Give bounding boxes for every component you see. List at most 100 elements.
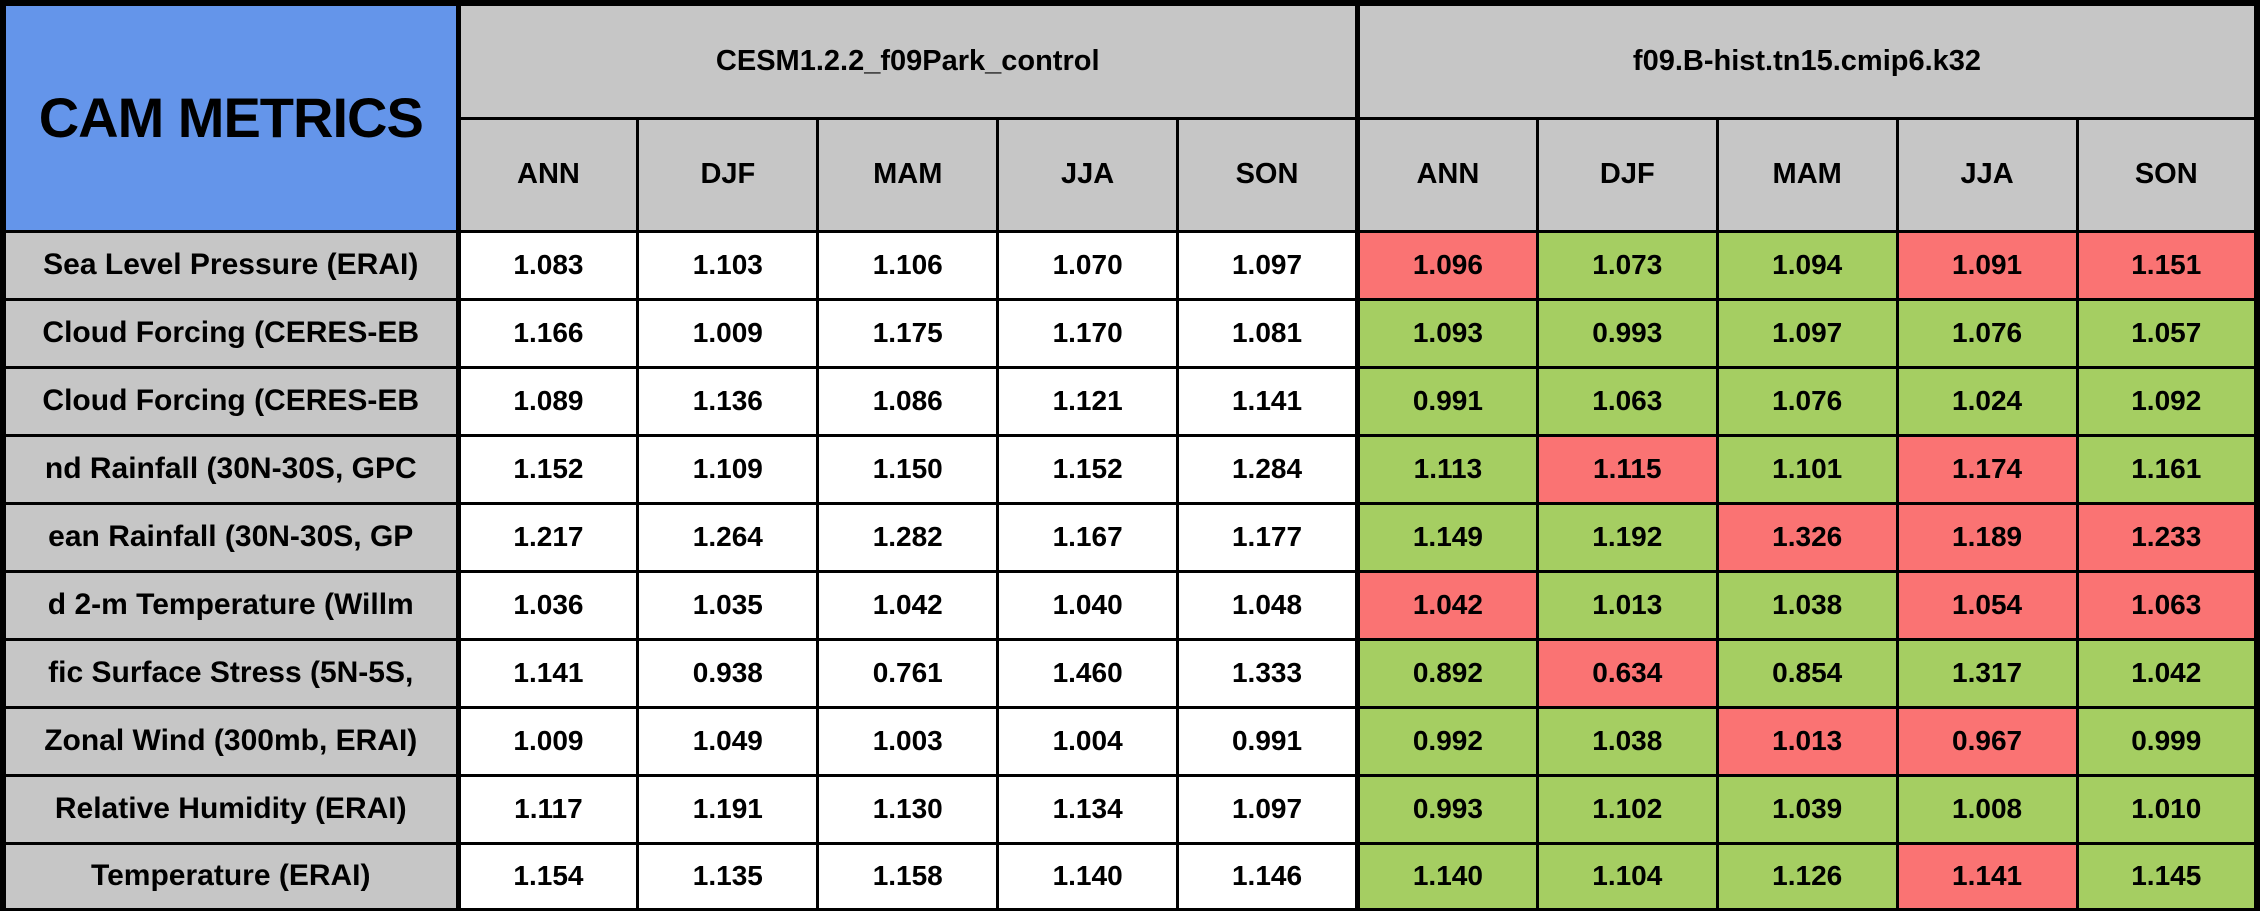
season-header-group2-ann: ANN xyxy=(1354,116,1539,233)
experiment-value-cell: 1.192 xyxy=(1535,501,1719,573)
control-value-cell: 1.154 xyxy=(456,841,640,911)
season-header-group2-mam: MAM xyxy=(1715,116,1899,233)
experiment-value-cell: 0.999 xyxy=(2075,705,2259,777)
table-row: Temperature (ERAI) 1.154 1.135 1.158 1.140 1.… xyxy=(1,841,2259,911)
experiment-value-cell: 1.038 xyxy=(1535,705,1719,777)
experiment-value-cell: 1.151 xyxy=(2075,229,2259,301)
experiment-value-cell: 1.024 xyxy=(1895,365,2079,437)
season-header-group1-mam: MAM xyxy=(816,116,1000,233)
experiment-value-cell: 1.140 xyxy=(1354,841,1539,911)
control-value-cell: 1.141 xyxy=(456,637,640,709)
control-value-cell: 1.035 xyxy=(636,569,820,641)
control-value-cell: 1.136 xyxy=(636,365,820,437)
experiment-value-cell: 1.317 xyxy=(1895,637,2079,709)
experiment-value-cell: 0.991 xyxy=(1354,365,1539,437)
control-value-cell: 1.460 xyxy=(996,637,1180,709)
experiment-value-cell: 0.993 xyxy=(1535,297,1719,369)
table-row: nd Rainfall (30N-30S, GPC 1.152 1.109 1.150… xyxy=(1,433,2259,505)
experiment-value-cell: 1.054 xyxy=(1895,569,2079,641)
table-row: d 2-m Temperature (Willm 1.036 1.035 1.042 1… xyxy=(1,569,2259,641)
experiment-value-cell: 1.093 xyxy=(1354,297,1539,369)
experiment-value-cell: 1.013 xyxy=(1715,705,1899,777)
experiment-value-cell: 1.326 xyxy=(1715,501,1899,573)
control-value-cell: 1.106 xyxy=(816,229,1000,301)
control-value-cell: 1.003 xyxy=(816,705,1000,777)
table-row: Cloud Forcing (CERES-EB 1.089 1.136 1.086 1.… xyxy=(1,365,2259,437)
experiment-value-cell: 1.063 xyxy=(1535,365,1719,437)
experiment-value-cell: 1.073 xyxy=(1535,229,1719,301)
table-title: CAM METRICS xyxy=(1,1,461,233)
row-label: ean Rainfall (30N-30S, GP xyxy=(1,501,461,573)
control-value-cell: 1.070 xyxy=(996,229,1180,301)
experiment-value-cell: 1.010 xyxy=(2075,773,2259,845)
row-label: Relative Humidity (ERAI) xyxy=(1,773,461,845)
experiment-value-cell: 1.174 xyxy=(1895,433,2079,505)
control-value-cell: 1.130 xyxy=(816,773,1000,845)
experiment-value-cell: 1.039 xyxy=(1715,773,1899,845)
row-label: Zonal Wind (300mb, ERAI) xyxy=(1,705,461,777)
control-value-cell: 1.089 xyxy=(456,365,640,437)
control-value-cell: 1.134 xyxy=(996,773,1180,845)
experiment-value-cell: 0.993 xyxy=(1354,773,1539,845)
control-value-cell: 1.191 xyxy=(636,773,820,845)
control-value-cell: 1.083 xyxy=(456,229,640,301)
experiment-value-cell: 1.042 xyxy=(2075,637,2259,709)
control-value-cell: 1.103 xyxy=(636,229,820,301)
control-value-cell: 1.009 xyxy=(456,705,640,777)
control-value-cell: 1.158 xyxy=(816,841,1000,911)
season-header-row: ANN DJF MAM JJA SON ANN DJF MAM JJA SON xyxy=(3,116,2259,233)
control-value-cell: 1.166 xyxy=(456,297,640,369)
table-row: Relative Humidity (ERAI) 1.117 1.191 1.130 1… xyxy=(1,773,2259,845)
experiment-value-cell: 0.634 xyxy=(1535,637,1719,709)
control-value-cell: 1.097 xyxy=(1176,773,1359,845)
experiment-value-cell: 0.967 xyxy=(1895,705,2079,777)
control-value-cell: 1.117 xyxy=(456,773,640,845)
row-label: Sea Level Pressure (ERAI) xyxy=(1,229,461,301)
control-value-cell: 1.170 xyxy=(996,297,1180,369)
control-value-cell: 1.152 xyxy=(996,433,1180,505)
season-header-group2-jja: JJA xyxy=(1895,116,2079,233)
experiment-value-cell: 1.091 xyxy=(1895,229,2079,301)
control-value-cell: 1.004 xyxy=(996,705,1180,777)
control-value-cell: 1.040 xyxy=(996,569,1180,641)
row-label: Temperature (ERAI) xyxy=(1,841,461,911)
row-label: Cloud Forcing (CERES-EB xyxy=(1,365,461,437)
row-label: fic Surface Stress (5N-5S, xyxy=(1,637,461,709)
season-header-group1-djf: DJF xyxy=(636,116,820,233)
table-row: fic Surface Stress (5N-5S, 1.141 0.938 0.76… xyxy=(1,637,2259,709)
experiment-value-cell: 1.008 xyxy=(1895,773,2079,845)
control-value-cell: 1.009 xyxy=(636,297,820,369)
control-value-cell: 1.141 xyxy=(1176,365,1359,437)
experiment-value-cell: 1.092 xyxy=(2075,365,2259,437)
season-header-group1-son: SON xyxy=(1176,116,1359,233)
experiment-value-cell: 1.076 xyxy=(1895,297,2079,369)
experiment-value-cell: 1.126 xyxy=(1715,841,1899,911)
control-value-cell: 1.150 xyxy=(816,433,1000,505)
experiment-value-cell: 1.141 xyxy=(1895,841,2079,911)
season-header-group1-jja: JJA xyxy=(996,116,1180,233)
experiment-value-cell: 1.233 xyxy=(2075,501,2259,573)
experiment-value-cell: 1.113 xyxy=(1354,433,1539,505)
control-value-cell: 1.167 xyxy=(996,501,1180,573)
table-row: Sea Level Pressure (ERAI) 1.083 1.103 1.106… xyxy=(1,229,2259,301)
season-header-group2-son: SON xyxy=(2075,116,2259,233)
column-group-control: CESM1.2.2_f09Park_control xyxy=(456,1,1359,120)
experiment-value-cell: 1.149 xyxy=(1354,501,1539,573)
season-header-group1-ann: ANN xyxy=(456,116,640,233)
experiment-value-cell: 1.104 xyxy=(1535,841,1719,911)
experiment-value-cell: 1.094 xyxy=(1715,229,1899,301)
control-value-cell: 1.081 xyxy=(1176,297,1359,369)
experiment-value-cell: 1.161 xyxy=(2075,433,2259,505)
experiment-value-cell: 1.042 xyxy=(1354,569,1539,641)
table-row: Zonal Wind (300mb, ERAI) 1.009 1.049 1.003 1… xyxy=(1,705,2259,777)
experiment-value-cell: 1.189 xyxy=(1895,501,2079,573)
experiment-value-cell: 0.854 xyxy=(1715,637,1899,709)
control-value-cell: 1.109 xyxy=(636,433,820,505)
control-value-cell: 0.991 xyxy=(1176,705,1359,777)
group-header-row: CAM METRICS CESM1.2.2_f09Park_control f0… xyxy=(1,1,2259,233)
control-value-cell: 1.264 xyxy=(636,501,820,573)
control-value-cell: 1.333 xyxy=(1176,637,1359,709)
experiment-value-cell: 1.145 xyxy=(2075,841,2259,911)
